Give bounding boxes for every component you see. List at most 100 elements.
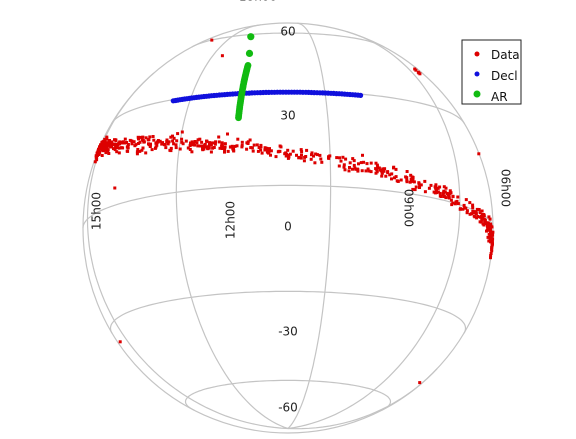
data-point bbox=[352, 163, 356, 167]
data-point bbox=[257, 146, 261, 149]
data-point bbox=[97, 152, 101, 156]
data-point bbox=[382, 168, 386, 172]
data-point bbox=[447, 194, 451, 198]
data-point bbox=[114, 145, 118, 149]
data-point bbox=[130, 142, 134, 146]
data-point bbox=[202, 146, 206, 150]
data-point bbox=[475, 216, 479, 220]
data-point bbox=[193, 143, 197, 147]
data-point bbox=[220, 143, 224, 147]
data-point bbox=[417, 182, 421, 186]
data-point bbox=[465, 211, 469, 215]
data-point bbox=[409, 177, 413, 181]
data-point bbox=[250, 146, 254, 150]
data-point bbox=[158, 139, 162, 143]
data-point bbox=[166, 142, 170, 146]
data-point bbox=[351, 157, 355, 161]
data-point bbox=[490, 242, 494, 246]
lat-label: 0 bbox=[284, 220, 292, 234]
ar-point bbox=[245, 49, 254, 58]
data-point bbox=[464, 206, 468, 210]
data-point bbox=[147, 142, 150, 146]
data-point bbox=[343, 168, 347, 172]
data-point bbox=[207, 146, 211, 150]
data-point bbox=[100, 148, 104, 152]
data-point bbox=[163, 143, 167, 146]
data-point bbox=[353, 166, 357, 170]
data-point bbox=[176, 132, 180, 136]
data-point bbox=[485, 224, 489, 228]
ra-label: 15h00 bbox=[90, 192, 104, 230]
data-point bbox=[152, 138, 156, 142]
meridian-line bbox=[287, 22, 332, 429]
data-point bbox=[222, 146, 226, 150]
data-point bbox=[135, 152, 139, 156]
data-point bbox=[213, 142, 217, 146]
data-point bbox=[269, 153, 272, 157]
data-point bbox=[442, 185, 446, 189]
data-point bbox=[414, 68, 418, 72]
data-point bbox=[128, 138, 132, 142]
data-point bbox=[174, 146, 178, 150]
data-point bbox=[413, 188, 417, 192]
data-point bbox=[255, 143, 259, 147]
data-point bbox=[141, 146, 145, 150]
data-point bbox=[208, 141, 212, 145]
data-point bbox=[269, 149, 273, 153]
data-point bbox=[456, 202, 460, 206]
data-point bbox=[175, 139, 179, 143]
data-point bbox=[488, 229, 492, 232]
data-point bbox=[135, 150, 139, 154]
data-point bbox=[356, 167, 360, 171]
meridian-line bbox=[287, 368, 438, 430]
data-point bbox=[113, 142, 117, 146]
data-point bbox=[101, 140, 105, 144]
lat-label: -30 bbox=[278, 325, 298, 339]
data-point bbox=[107, 143, 111, 147]
ar-point bbox=[247, 33, 255, 41]
ra-label: 12h00 bbox=[224, 201, 238, 239]
data-point bbox=[212, 146, 216, 149]
data-point bbox=[478, 220, 482, 224]
data-point bbox=[104, 148, 108, 152]
data-point bbox=[300, 150, 304, 154]
data-point bbox=[103, 139, 107, 143]
data-point bbox=[341, 155, 345, 159]
graticule-labels: 60 30 0 -30 -60 18h00 15h00 12h00 09h00 06h00 bbox=[90, 0, 513, 415]
data-point bbox=[240, 140, 244, 144]
data-point bbox=[360, 169, 364, 173]
data-point bbox=[260, 151, 264, 155]
data-point bbox=[193, 140, 197, 143]
meridian-line bbox=[175, 24, 289, 430]
data-point bbox=[471, 203, 475, 207]
data-point bbox=[369, 170, 373, 174]
data-point bbox=[455, 199, 459, 203]
data-point bbox=[259, 148, 263, 152]
data-point bbox=[364, 169, 368, 173]
data-point bbox=[283, 152, 287, 156]
data-point bbox=[489, 222, 493, 226]
data-point bbox=[304, 155, 308, 158]
data-point bbox=[169, 146, 173, 150]
data-point bbox=[491, 231, 494, 235]
data-point bbox=[169, 135, 173, 139]
data-point bbox=[448, 189, 452, 193]
data-point bbox=[320, 160, 324, 164]
data-point bbox=[359, 161, 363, 165]
data-point bbox=[356, 169, 360, 173]
data-point bbox=[386, 171, 390, 175]
data-point bbox=[480, 216, 484, 220]
data-point bbox=[236, 137, 240, 141]
data-point bbox=[337, 164, 341, 168]
data-point bbox=[220, 54, 224, 58]
data-point bbox=[451, 195, 455, 199]
data-point bbox=[405, 170, 409, 173]
data-point bbox=[447, 195, 451, 199]
data-point bbox=[125, 141, 129, 144]
data-point bbox=[468, 212, 472, 216]
ra-label: 06h00 bbox=[499, 169, 513, 207]
data-point bbox=[195, 141, 199, 145]
data-point bbox=[167, 140, 171, 144]
data-point bbox=[435, 191, 439, 195]
data-point bbox=[315, 153, 319, 157]
